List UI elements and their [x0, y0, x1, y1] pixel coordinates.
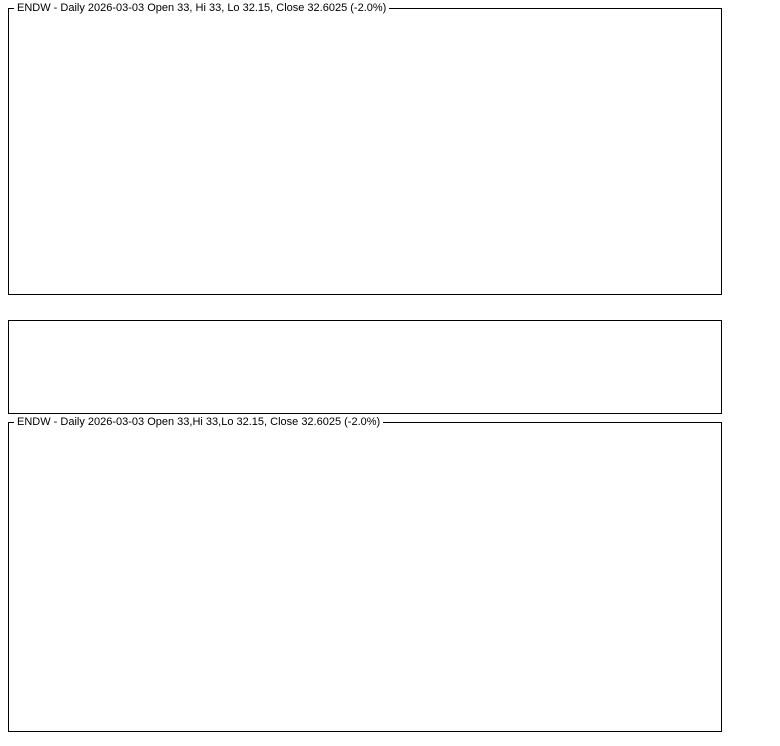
signal-chart-canvas[interactable] — [9, 423, 721, 731]
oscillator-panel[interactable] — [8, 320, 722, 414]
price-panel[interactable]: ENDW - Daily 2026-03-03 Open 33, Hi 33, … — [8, 2, 722, 295]
price-chart-canvas[interactable] — [9, 9, 721, 294]
signal-panel-title: ENDW - Daily 2026-03-03 Open 33,Hi 33,Lo… — [14, 416, 384, 429]
signal-panel[interactable]: ENDW - Daily 2026-03-03 Open 33,Hi 33,Lo… — [8, 416, 722, 732]
price-panel-title: ENDW - Daily 2026-03-03 Open 33, Hi 33, … — [14, 2, 390, 15]
x-axis-top — [0, 296, 780, 309]
x-axis-bottom — [0, 733, 780, 746]
oscillator-chart-canvas[interactable] — [9, 321, 721, 413]
